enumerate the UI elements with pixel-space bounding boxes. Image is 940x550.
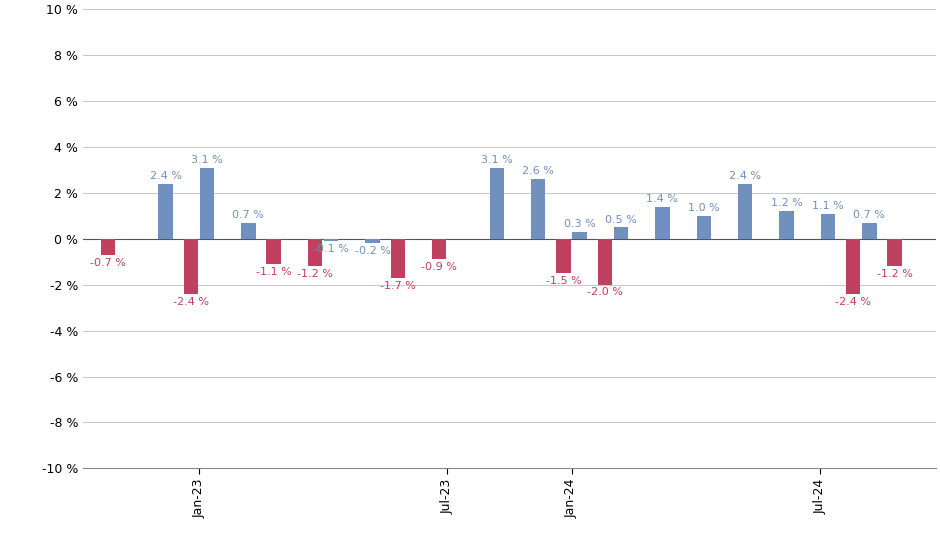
Bar xyxy=(101,239,116,255)
Bar xyxy=(391,239,405,278)
Text: 2.4 %: 2.4 % xyxy=(729,171,761,181)
Bar xyxy=(821,213,836,239)
Text: 1.0 %: 1.0 % xyxy=(688,203,720,213)
Bar xyxy=(779,211,794,239)
Bar xyxy=(738,184,752,239)
Bar xyxy=(242,223,256,239)
Bar xyxy=(199,168,214,239)
Text: 0.3 %: 0.3 % xyxy=(564,219,595,229)
Text: 0.7 %: 0.7 % xyxy=(854,210,885,220)
Text: -2.4 %: -2.4 % xyxy=(173,296,209,307)
Bar xyxy=(324,239,338,241)
Bar xyxy=(556,239,571,273)
Text: -1.7 %: -1.7 % xyxy=(380,280,415,290)
Text: 3.1 %: 3.1 % xyxy=(481,155,512,165)
Text: 1.2 %: 1.2 % xyxy=(771,199,803,208)
Text: -2.0 %: -2.0 % xyxy=(587,288,623,298)
Text: 3.1 %: 3.1 % xyxy=(191,155,223,165)
Bar xyxy=(614,227,628,239)
Bar xyxy=(598,239,612,285)
Bar xyxy=(266,239,281,264)
Text: -2.4 %: -2.4 % xyxy=(836,296,871,307)
Text: -1.5 %: -1.5 % xyxy=(545,276,581,286)
Bar xyxy=(183,239,198,294)
Bar xyxy=(846,239,860,294)
Text: 0.5 %: 0.5 % xyxy=(605,214,637,224)
Bar xyxy=(490,168,504,239)
Text: 1.1 %: 1.1 % xyxy=(812,201,844,211)
Bar xyxy=(697,216,711,239)
Bar xyxy=(887,239,901,266)
Bar xyxy=(158,184,173,239)
Text: -1.1 %: -1.1 % xyxy=(256,267,291,277)
Text: -1.2 %: -1.2 % xyxy=(877,269,913,279)
Text: 2.6 %: 2.6 % xyxy=(523,166,554,177)
Text: 1.4 %: 1.4 % xyxy=(647,194,679,204)
Bar xyxy=(862,223,877,239)
Bar xyxy=(655,207,669,239)
Bar xyxy=(531,179,545,239)
Text: -1.2 %: -1.2 % xyxy=(297,269,333,279)
Text: -0.7 %: -0.7 % xyxy=(90,257,126,268)
Text: -0.2 %: -0.2 % xyxy=(354,246,390,256)
Bar xyxy=(366,239,380,244)
Bar xyxy=(432,239,446,260)
Text: -0.1 %: -0.1 % xyxy=(313,244,349,254)
Text: 2.4 %: 2.4 % xyxy=(149,171,181,181)
Bar xyxy=(572,232,587,239)
Text: 0.7 %: 0.7 % xyxy=(232,210,264,220)
Bar xyxy=(307,239,322,266)
Text: -0.9 %: -0.9 % xyxy=(421,262,457,272)
